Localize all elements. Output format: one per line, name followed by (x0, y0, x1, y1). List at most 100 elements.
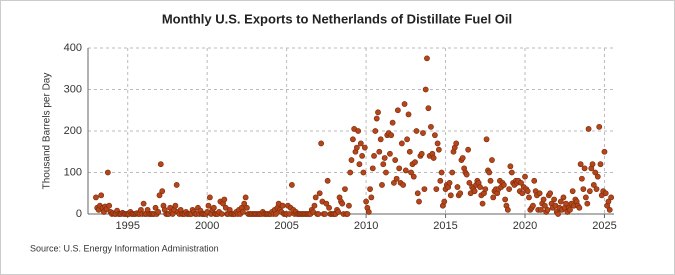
data-point (335, 209, 342, 215)
chart-title: Monthly U.S. Exports to Netherlands of D… (162, 11, 512, 26)
y-tick-label: 100 (64, 166, 82, 178)
data-point (93, 194, 99, 201)
data-point (433, 186, 440, 192)
y-tick-label: 300 (64, 83, 82, 95)
data-point (536, 190, 543, 197)
data-point (557, 198, 564, 205)
data-point (593, 186, 600, 192)
data-point (547, 190, 554, 197)
data-point (483, 136, 490, 143)
data-point (316, 190, 323, 197)
data-point (344, 211, 351, 217)
data-point (398, 140, 405, 147)
data-point (402, 167, 409, 174)
data-point (406, 148, 413, 155)
x-tick-label: 2025 (592, 220, 616, 232)
data-point (430, 155, 437, 161)
data-point (582, 194, 589, 201)
data-point (463, 171, 470, 178)
data-point (273, 211, 279, 217)
data-point (405, 111, 412, 118)
data-point (412, 159, 418, 166)
data-point (580, 186, 587, 192)
data-point (388, 132, 395, 139)
data-point (578, 175, 585, 182)
data-point (389, 119, 396, 126)
data-point (506, 186, 513, 192)
data-point (206, 194, 213, 201)
data-point (205, 202, 212, 209)
data-point (530, 202, 536, 209)
data-point (596, 123, 603, 130)
data-point (401, 101, 408, 107)
data-point (421, 186, 428, 192)
data-point (540, 196, 547, 203)
data-point (422, 86, 429, 93)
data-point (210, 204, 217, 211)
data-point (500, 182, 507, 188)
data-point (244, 204, 250, 211)
data-point (585, 126, 592, 132)
data-point (504, 206, 511, 213)
data-point (350, 136, 356, 143)
data-point (586, 188, 593, 195)
data-point (524, 188, 531, 195)
data-point (453, 140, 460, 147)
data-point (447, 192, 454, 199)
data-point (152, 204, 159, 211)
data-point (555, 211, 561, 217)
data-point (400, 182, 407, 188)
data-point (359, 152, 366, 159)
data-point (357, 140, 364, 147)
data-point (502, 196, 509, 203)
data-point (347, 169, 354, 176)
data-point (479, 200, 486, 207)
data-point (241, 200, 248, 207)
data-point (437, 177, 444, 184)
source: Source: U.S. Energy Information Administ… (30, 243, 219, 253)
data-point (541, 202, 548, 209)
data-point (507, 163, 514, 170)
data-point (435, 146, 442, 153)
data-point (221, 196, 228, 203)
data-point (418, 150, 425, 157)
data-point (353, 144, 360, 151)
data-point (346, 202, 352, 209)
data-point (326, 204, 332, 211)
data-point (594, 173, 601, 180)
data-point (487, 177, 494, 184)
data-point (518, 179, 524, 186)
data-point (361, 144, 368, 151)
data-point (339, 200, 346, 207)
data-point (446, 179, 453, 186)
data-point (104, 169, 111, 176)
data-point (323, 200, 330, 207)
data-point (486, 169, 493, 176)
data-point (376, 148, 383, 155)
data-point (584, 200, 591, 207)
data-point (377, 136, 384, 143)
data-point (365, 209, 372, 215)
data-point (465, 146, 472, 153)
data-point (368, 194, 375, 201)
data-point (489, 157, 495, 163)
data-point (140, 200, 147, 207)
y-tick-label: 400 (64, 42, 82, 54)
data-point (508, 169, 515, 176)
data-point (592, 169, 599, 176)
data-point (449, 169, 456, 176)
data-point (466, 179, 473, 186)
data-point (311, 202, 318, 209)
data-point (457, 190, 464, 197)
data-point (576, 204, 583, 211)
data-point (608, 194, 615, 201)
data-point (581, 165, 588, 172)
data-point (159, 188, 166, 195)
data-point (459, 155, 466, 161)
data-point (367, 186, 373, 192)
y-tick-label: 0 (76, 208, 82, 220)
data-point (155, 209, 162, 215)
